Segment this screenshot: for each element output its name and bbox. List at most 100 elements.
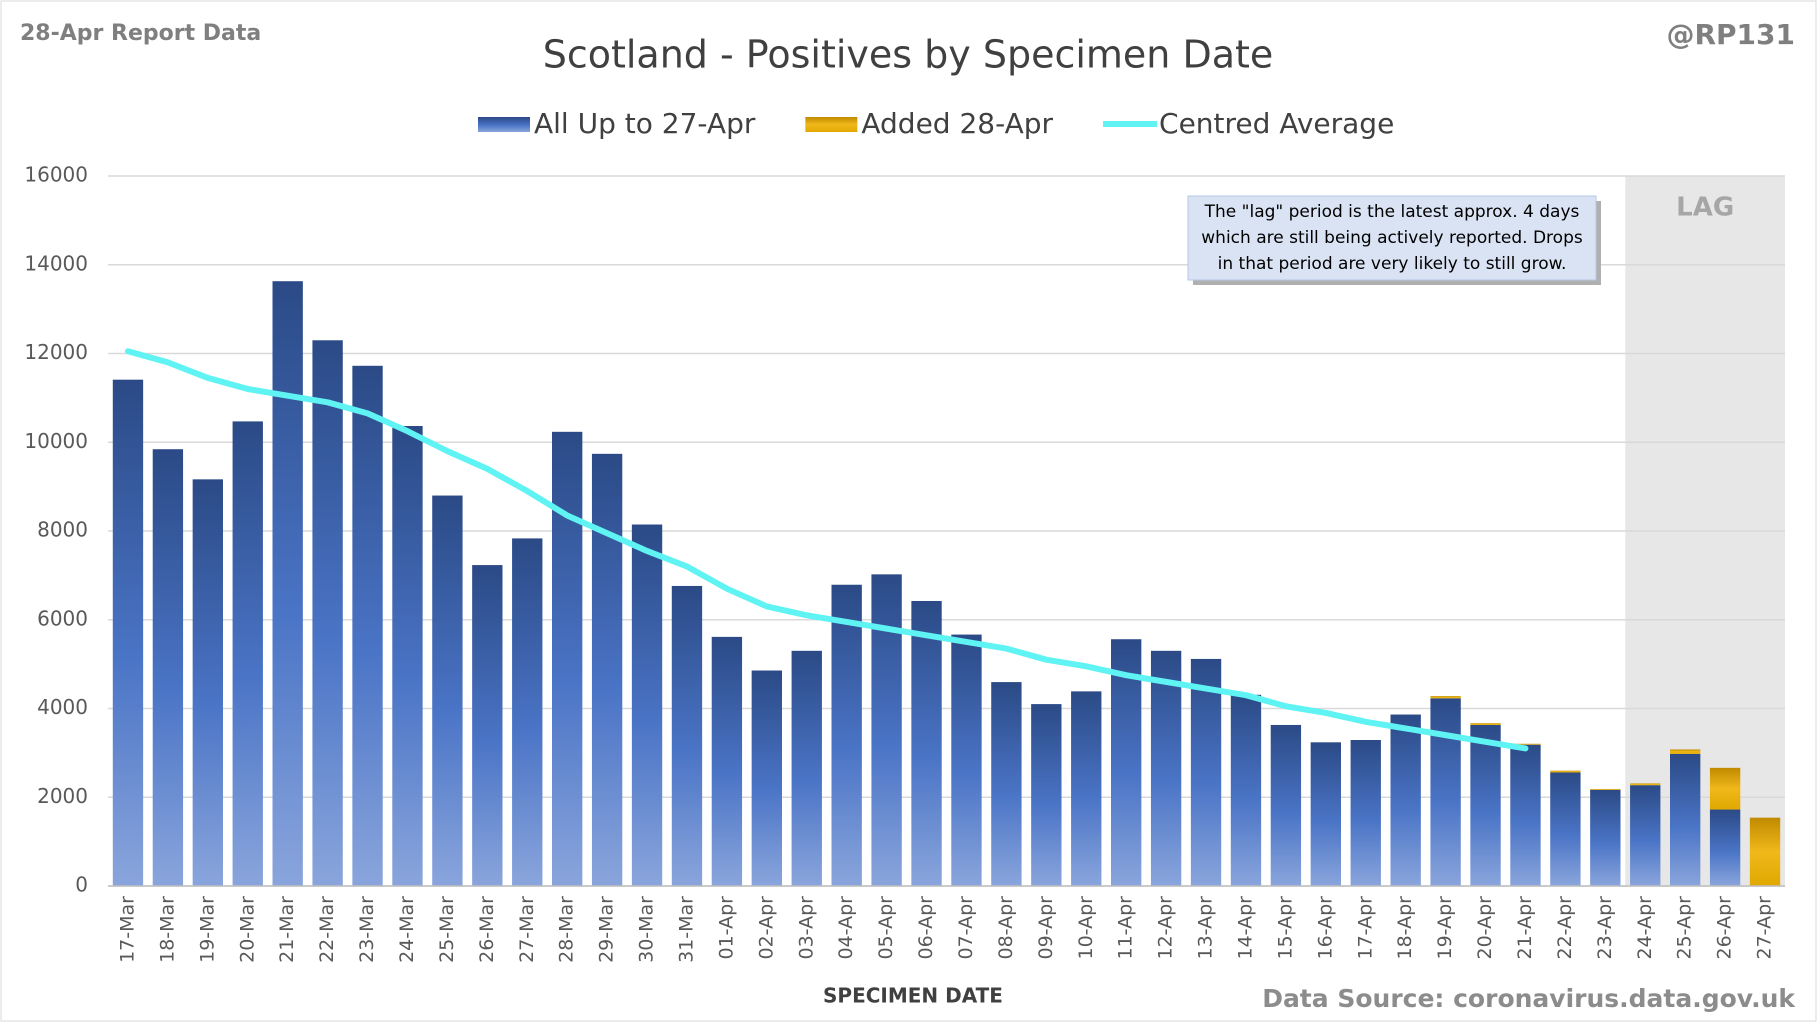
y-tick-label: 10000 [24, 429, 88, 453]
header-left: 28-Apr Report Data [20, 21, 261, 46]
x-tick-label: 22-Mar [316, 896, 338, 963]
x-tick-label: 05-Apr [875, 896, 897, 960]
annotation-text: The "lag" period is the latest approx. 4… [1204, 202, 1580, 222]
bar [1190, 658, 1222, 886]
y-tick-label: 0 [75, 873, 88, 897]
bar [1430, 696, 1461, 699]
bar [1550, 770, 1581, 773]
bar [1430, 698, 1461, 886]
x-tick-label: 07-Apr [955, 896, 977, 960]
bar [671, 585, 703, 886]
y-tick-label: 12000 [24, 340, 88, 364]
y-tick-label: 6000 [37, 606, 88, 630]
bar [1550, 772, 1581, 886]
legend-label: Added 28-Apr [861, 107, 1053, 140]
bar [1071, 691, 1102, 886]
x-tick-label: 21-Mar [276, 896, 298, 963]
x-tick-label: 06-Apr [915, 896, 937, 960]
y-tick-label: 2000 [37, 784, 88, 808]
bar [1630, 785, 1661, 886]
bar [352, 365, 383, 886]
y-tick-label: 14000 [24, 251, 88, 275]
x-tick-label: 23-Apr [1594, 896, 1616, 960]
x-tick-label: 27-Mar [516, 896, 538, 963]
annotation-text: which are still being actively reported.… [1201, 228, 1583, 248]
x-tick-label: 12-Apr [1155, 896, 1177, 960]
x-tick-label: 27-Apr [1754, 896, 1776, 960]
bar [951, 634, 982, 886]
x-tick-label: 25-Apr [1674, 896, 1696, 960]
x-tick-label: 18-Mar [156, 896, 178, 963]
bar [1270, 724, 1302, 886]
bar [1749, 817, 1781, 886]
x-tick-label: 21-Apr [1514, 896, 1536, 960]
bar [1709, 809, 1741, 886]
x-tick-label: 30-Mar [636, 896, 658, 963]
bar [1350, 740, 1381, 886]
bar [1470, 724, 1501, 886]
x-tick-label: 03-Apr [795, 896, 817, 960]
x-tick-label: 15-Apr [1274, 896, 1296, 960]
bar [1670, 753, 1701, 886]
x-tick-label: 17-Mar [116, 896, 138, 963]
bar [1590, 789, 1621, 886]
bar [871, 574, 902, 886]
x-tick-label: 19-Apr [1434, 896, 1456, 960]
bar [1031, 704, 1062, 886]
bar [1510, 744, 1541, 886]
legend-label: Centred Average [1159, 107, 1394, 140]
x-tick-label: 14-Apr [1234, 896, 1256, 960]
bar [1111, 639, 1142, 886]
bar [1510, 743, 1541, 745]
bar [472, 565, 503, 886]
bar [711, 636, 743, 886]
x-tick-label: 17-Apr [1354, 896, 1376, 960]
bar [272, 281, 303, 886]
legend-swatch [805, 117, 858, 132]
bar [1470, 723, 1501, 725]
bar [1590, 788, 1621, 790]
bar [1630, 783, 1661, 786]
bar [232, 421, 263, 886]
x-tick-label: 04-Apr [835, 896, 857, 960]
header-right: @RP131 [1666, 18, 1795, 51]
line [124, 348, 1529, 752]
bar [312, 340, 343, 886]
x-tick-label: 24-Mar [396, 896, 418, 963]
bar [432, 495, 463, 886]
y-tick-label: 4000 [37, 695, 88, 719]
bar [1230, 694, 1262, 886]
bar [791, 650, 822, 886]
bar [112, 379, 144, 886]
bar [631, 524, 663, 886]
y-tick-label: 16000 [24, 163, 88, 187]
x-tick-label: 13-Apr [1195, 896, 1217, 960]
x-tick-label: 08-Apr [995, 896, 1017, 960]
x-tick-label: 23-Mar [356, 896, 378, 963]
x-tick-label: 02-Apr [755, 896, 777, 960]
bar [1670, 749, 1701, 754]
bar [1150, 650, 1182, 886]
bar [831, 584, 862, 886]
bar [911, 600, 942, 886]
x-tick-label: 18-Apr [1394, 896, 1416, 960]
bar [1390, 714, 1421, 886]
bar [1709, 767, 1741, 810]
y-tick-label: 8000 [37, 518, 88, 542]
x-tick-label: 01-Apr [715, 896, 737, 960]
x-tick-label: 26-Apr [1714, 896, 1736, 960]
bar [392, 426, 423, 886]
legend-swatch [478, 117, 530, 132]
bar [192, 479, 223, 886]
x-tick-label: 09-Apr [1035, 896, 1057, 960]
x-tick-label: 19-Mar [196, 896, 218, 963]
bar [552, 431, 583, 886]
bar [751, 670, 782, 886]
x-tick-label: 26-Mar [476, 896, 498, 963]
annotation-box [1187, 195, 1597, 281]
x-tick-label: 22-Apr [1554, 896, 1576, 960]
x-tick-label: 24-Apr [1634, 896, 1656, 960]
legend-label: All Up to 27-Apr [534, 107, 756, 140]
x-axis-label: SPECIMEN DATE [823, 984, 1003, 1008]
x-tick-label: 28-Mar [556, 896, 578, 963]
